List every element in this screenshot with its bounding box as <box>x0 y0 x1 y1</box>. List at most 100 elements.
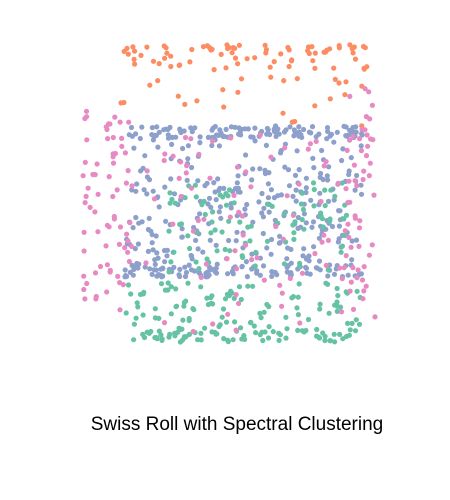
scatter-point <box>234 229 240 235</box>
scatter-point <box>142 153 148 159</box>
scatter-point <box>132 246 138 252</box>
scatter-point <box>332 76 338 82</box>
scatter-point <box>232 248 238 254</box>
scatter-point <box>312 50 318 56</box>
scatter-point <box>151 196 158 202</box>
scatter-point <box>162 55 168 61</box>
scatter-point <box>188 185 195 191</box>
scatter-point <box>336 223 342 229</box>
scatter-point <box>103 243 109 249</box>
scatter-point <box>339 243 345 249</box>
scatter-point <box>238 296 244 303</box>
scatter-point <box>348 244 354 250</box>
scatter-point <box>304 270 310 276</box>
scatter-point <box>271 128 278 135</box>
scatter-point <box>367 160 373 166</box>
scatter-point <box>253 330 259 336</box>
scatter-point <box>293 187 299 193</box>
scatter-point <box>231 200 237 206</box>
scatter-point <box>110 193 116 200</box>
scatter-point <box>192 125 198 131</box>
scatter-point <box>296 124 302 130</box>
scatter-point <box>206 195 213 201</box>
scatter-point <box>290 212 296 218</box>
scatter-point <box>342 92 348 98</box>
scatter-point <box>162 151 168 157</box>
scatter-point <box>360 296 366 302</box>
scatter-point <box>180 145 186 152</box>
scatter-point <box>365 143 371 149</box>
scatter-point <box>331 271 338 277</box>
scatter-point <box>339 276 345 282</box>
scatter-point <box>165 287 171 293</box>
scatter-point <box>316 131 322 137</box>
points-layer <box>80 42 378 345</box>
scatter-point <box>161 247 168 254</box>
scatter-point <box>306 258 312 264</box>
scatter-point <box>227 248 233 254</box>
scatter-point <box>170 153 176 159</box>
scatter-point <box>368 136 374 142</box>
scatter-point <box>291 230 297 236</box>
scatter-point <box>306 253 312 259</box>
scatter-point <box>327 96 333 102</box>
scatter-point <box>149 232 155 238</box>
scatter-point <box>208 230 214 236</box>
scatter-point <box>104 126 110 133</box>
scatter-point <box>210 321 216 327</box>
scatter-point <box>193 194 199 200</box>
scatter-point <box>297 320 303 326</box>
scatter-point <box>168 311 174 317</box>
scatter-point <box>344 147 350 153</box>
scatter-point <box>277 233 283 239</box>
scatter-point <box>224 256 230 262</box>
scatter-point <box>243 169 249 175</box>
scatter-point <box>362 45 368 51</box>
scatter-point <box>195 178 201 184</box>
scatter-point <box>354 275 360 281</box>
scatter-point <box>349 238 355 244</box>
scatter-point <box>95 191 101 197</box>
scatter-point <box>176 272 182 278</box>
scatter-point <box>339 180 345 186</box>
scatter-point <box>324 136 330 142</box>
scatter-point <box>178 193 184 200</box>
scatter-point <box>233 327 239 333</box>
scatter-point <box>233 238 239 244</box>
scatter-point <box>239 264 245 270</box>
scatter-point <box>284 269 290 275</box>
scatter-point <box>278 192 284 198</box>
scatter-point <box>342 228 348 234</box>
scatter-point <box>195 217 201 224</box>
scatter-point <box>222 296 229 302</box>
scatter-point <box>311 186 317 193</box>
scatter-point <box>131 321 137 327</box>
scatter-point <box>325 273 331 279</box>
scatter-point <box>131 266 137 272</box>
scatter-point <box>320 224 326 230</box>
scatter-point <box>152 335 158 341</box>
scatter-point <box>291 127 297 133</box>
scatter-point <box>264 301 270 308</box>
scatter-point <box>355 267 361 273</box>
scatter-point <box>309 224 315 230</box>
scatter-point <box>308 197 314 203</box>
scatter-point <box>220 306 227 312</box>
scatter-point <box>181 299 187 306</box>
scatter-point <box>264 245 270 251</box>
scatter-point <box>338 249 344 255</box>
scatter-point <box>325 267 331 273</box>
scatter-point <box>220 194 226 200</box>
scatter-point <box>306 50 312 57</box>
scatter-point <box>117 119 123 125</box>
scatter-point <box>111 216 117 222</box>
scatter-point <box>348 155 354 161</box>
scatter-point <box>240 232 246 238</box>
scatter-point <box>358 148 364 154</box>
scatter-point <box>173 134 179 140</box>
scatter-point <box>177 62 183 68</box>
scatter-point <box>210 209 216 215</box>
scatter-point <box>311 165 317 171</box>
scatter-point <box>326 164 332 170</box>
scatter-point <box>305 146 311 152</box>
